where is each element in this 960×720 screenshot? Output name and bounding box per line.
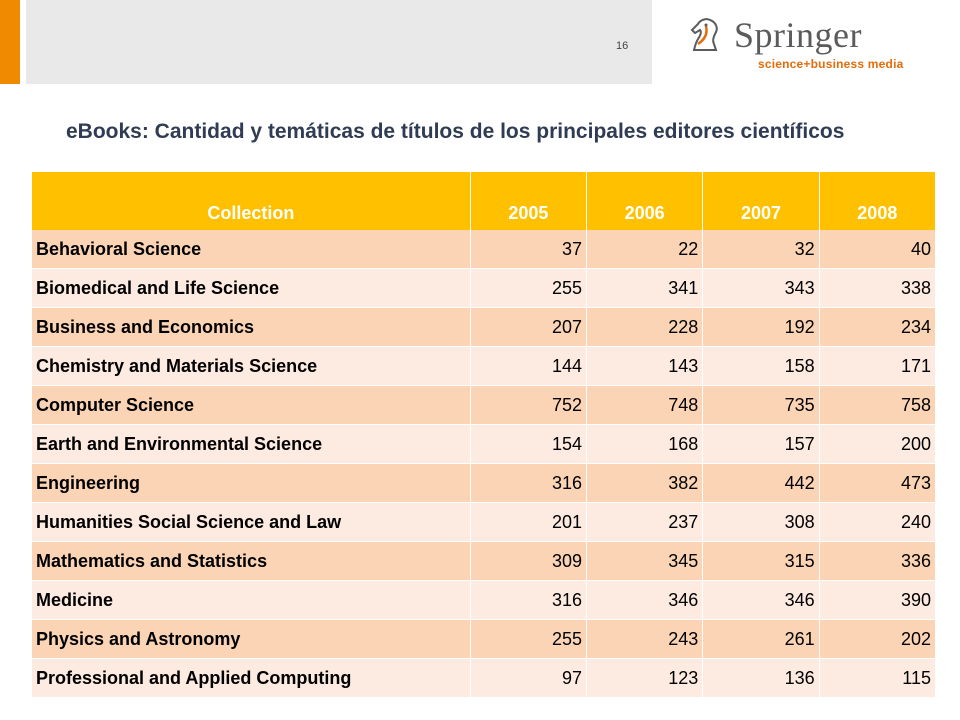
logo-tagline: science+business media	[758, 57, 904, 71]
count-cell: 255	[470, 619, 588, 659]
table-body: Behavioral Science 37 22 32 40 Biomedical and…	[32, 230, 937, 698]
count-cell: 345	[586, 541, 704, 581]
table-row: Professional and Applied Computing 97 123 1…	[32, 658, 937, 698]
count-cell: 157	[702, 424, 820, 464]
count-cell: 442	[702, 463, 820, 503]
count-cell: 32	[702, 230, 820, 269]
logo-wordmark: Springer	[734, 15, 862, 55]
count-cell: 315	[702, 541, 820, 581]
count-cell: 201	[470, 502, 588, 542]
count-cell: 202	[819, 619, 937, 659]
count-cell: 207	[470, 307, 588, 347]
table-row: Mathematics and Statistics 309 345 315 336	[32, 541, 937, 581]
chess-knight-icon	[690, 18, 718, 51]
count-cell: 168	[586, 424, 704, 464]
table-row: Behavioral Science 37 22 32 40	[32, 230, 937, 269]
collection-name-cell: Biomedical and Life Science	[32, 268, 471, 308]
collection-name-cell: Chemistry and Materials Science	[32, 346, 471, 386]
count-cell: 735	[702, 385, 820, 425]
table-row: Medicine 316 346 346 390	[32, 580, 937, 620]
count-cell: 40	[819, 230, 937, 269]
collection-name-cell: Physics and Astronomy	[32, 619, 471, 659]
count-cell: 316	[470, 580, 588, 620]
count-cell: 228	[586, 307, 704, 347]
count-cell: 390	[819, 580, 937, 620]
count-cell: 171	[819, 346, 937, 386]
column-header: 2006	[586, 172, 704, 230]
count-cell: 237	[586, 502, 704, 542]
count-cell: 473	[819, 463, 937, 503]
count-cell: 343	[702, 268, 820, 308]
count-cell: 115	[819, 658, 937, 698]
count-cell: 234	[819, 307, 937, 347]
table-row: Physics and Astronomy 255 243 261 202	[32, 619, 937, 659]
collection-name-cell: Behavioral Science	[32, 230, 471, 269]
table-row: Engineering 316 382 442 473	[32, 463, 937, 503]
count-cell: 136	[702, 658, 820, 698]
count-cell: 144	[470, 346, 588, 386]
count-cell: 748	[586, 385, 704, 425]
collection-name-cell: Earth and Environmental Science	[32, 424, 471, 464]
collection-name-cell: Engineering	[32, 463, 471, 503]
count-cell: 37	[470, 230, 588, 269]
count-cell: 336	[819, 541, 937, 581]
count-cell: 308	[702, 502, 820, 542]
collection-name-cell: Professional and Applied Computing	[32, 658, 471, 698]
count-cell: 192	[702, 307, 820, 347]
table-row: Computer Science 752 748 735 758	[32, 385, 937, 425]
collection-name-cell: Humanities Social Science and Law	[32, 502, 471, 542]
count-cell: 200	[819, 424, 937, 464]
table-row: Earth and Environmental Science 154 168 157…	[32, 424, 937, 464]
count-cell: 158	[702, 346, 820, 386]
column-header: 2005	[470, 172, 588, 230]
count-cell: 97	[470, 658, 588, 698]
header-grey-panel	[26, 0, 652, 84]
table-row: Biomedical and Life Science 255 341 343 338	[32, 268, 937, 308]
count-cell: 338	[819, 268, 937, 308]
column-header: 2007	[702, 172, 820, 230]
count-cell: 261	[702, 619, 820, 659]
count-cell: 22	[586, 230, 704, 269]
collection-name-cell: Medicine	[32, 580, 471, 620]
count-cell: 346	[702, 580, 820, 620]
count-cell: 341	[586, 268, 704, 308]
column-header: Collection	[32, 172, 471, 230]
table-row: Business and Economics 207 228 192 234	[32, 307, 937, 347]
count-cell: 255	[470, 268, 588, 308]
springer-logo: Springer science+business media	[686, 14, 946, 74]
count-cell: 346	[586, 580, 704, 620]
table-row: Chemistry and Materials Science 144 143 158…	[32, 346, 937, 386]
count-cell: 758	[819, 385, 937, 425]
collection-name-cell: Business and Economics	[32, 307, 471, 347]
count-cell: 316	[470, 463, 588, 503]
column-header: 2008	[819, 172, 937, 230]
count-cell: 243	[586, 619, 704, 659]
table-row: Humanities Social Science and Law 201 237 3…	[32, 502, 937, 542]
page-number: 16	[616, 40, 629, 52]
count-cell: 143	[586, 346, 704, 386]
count-cell: 154	[470, 424, 588, 464]
count-cell: 309	[470, 541, 588, 581]
collection-name-cell: Computer Science	[32, 385, 471, 425]
orange-accent-tab	[0, 0, 20, 84]
page-title: eBooks: Cantidad y temáticas de títulos …	[66, 120, 845, 143]
count-cell: 240	[819, 502, 937, 542]
table-header-row: Collection 2005 2006 2007 2008	[32, 172, 937, 230]
ebooks-table: Collection 2005 2006 2007 2008 Behaviora…	[32, 172, 937, 698]
count-cell: 123	[586, 658, 704, 698]
count-cell: 382	[586, 463, 704, 503]
collection-name-cell: Mathematics and Statistics	[32, 541, 471, 581]
count-cell: 752	[470, 385, 588, 425]
